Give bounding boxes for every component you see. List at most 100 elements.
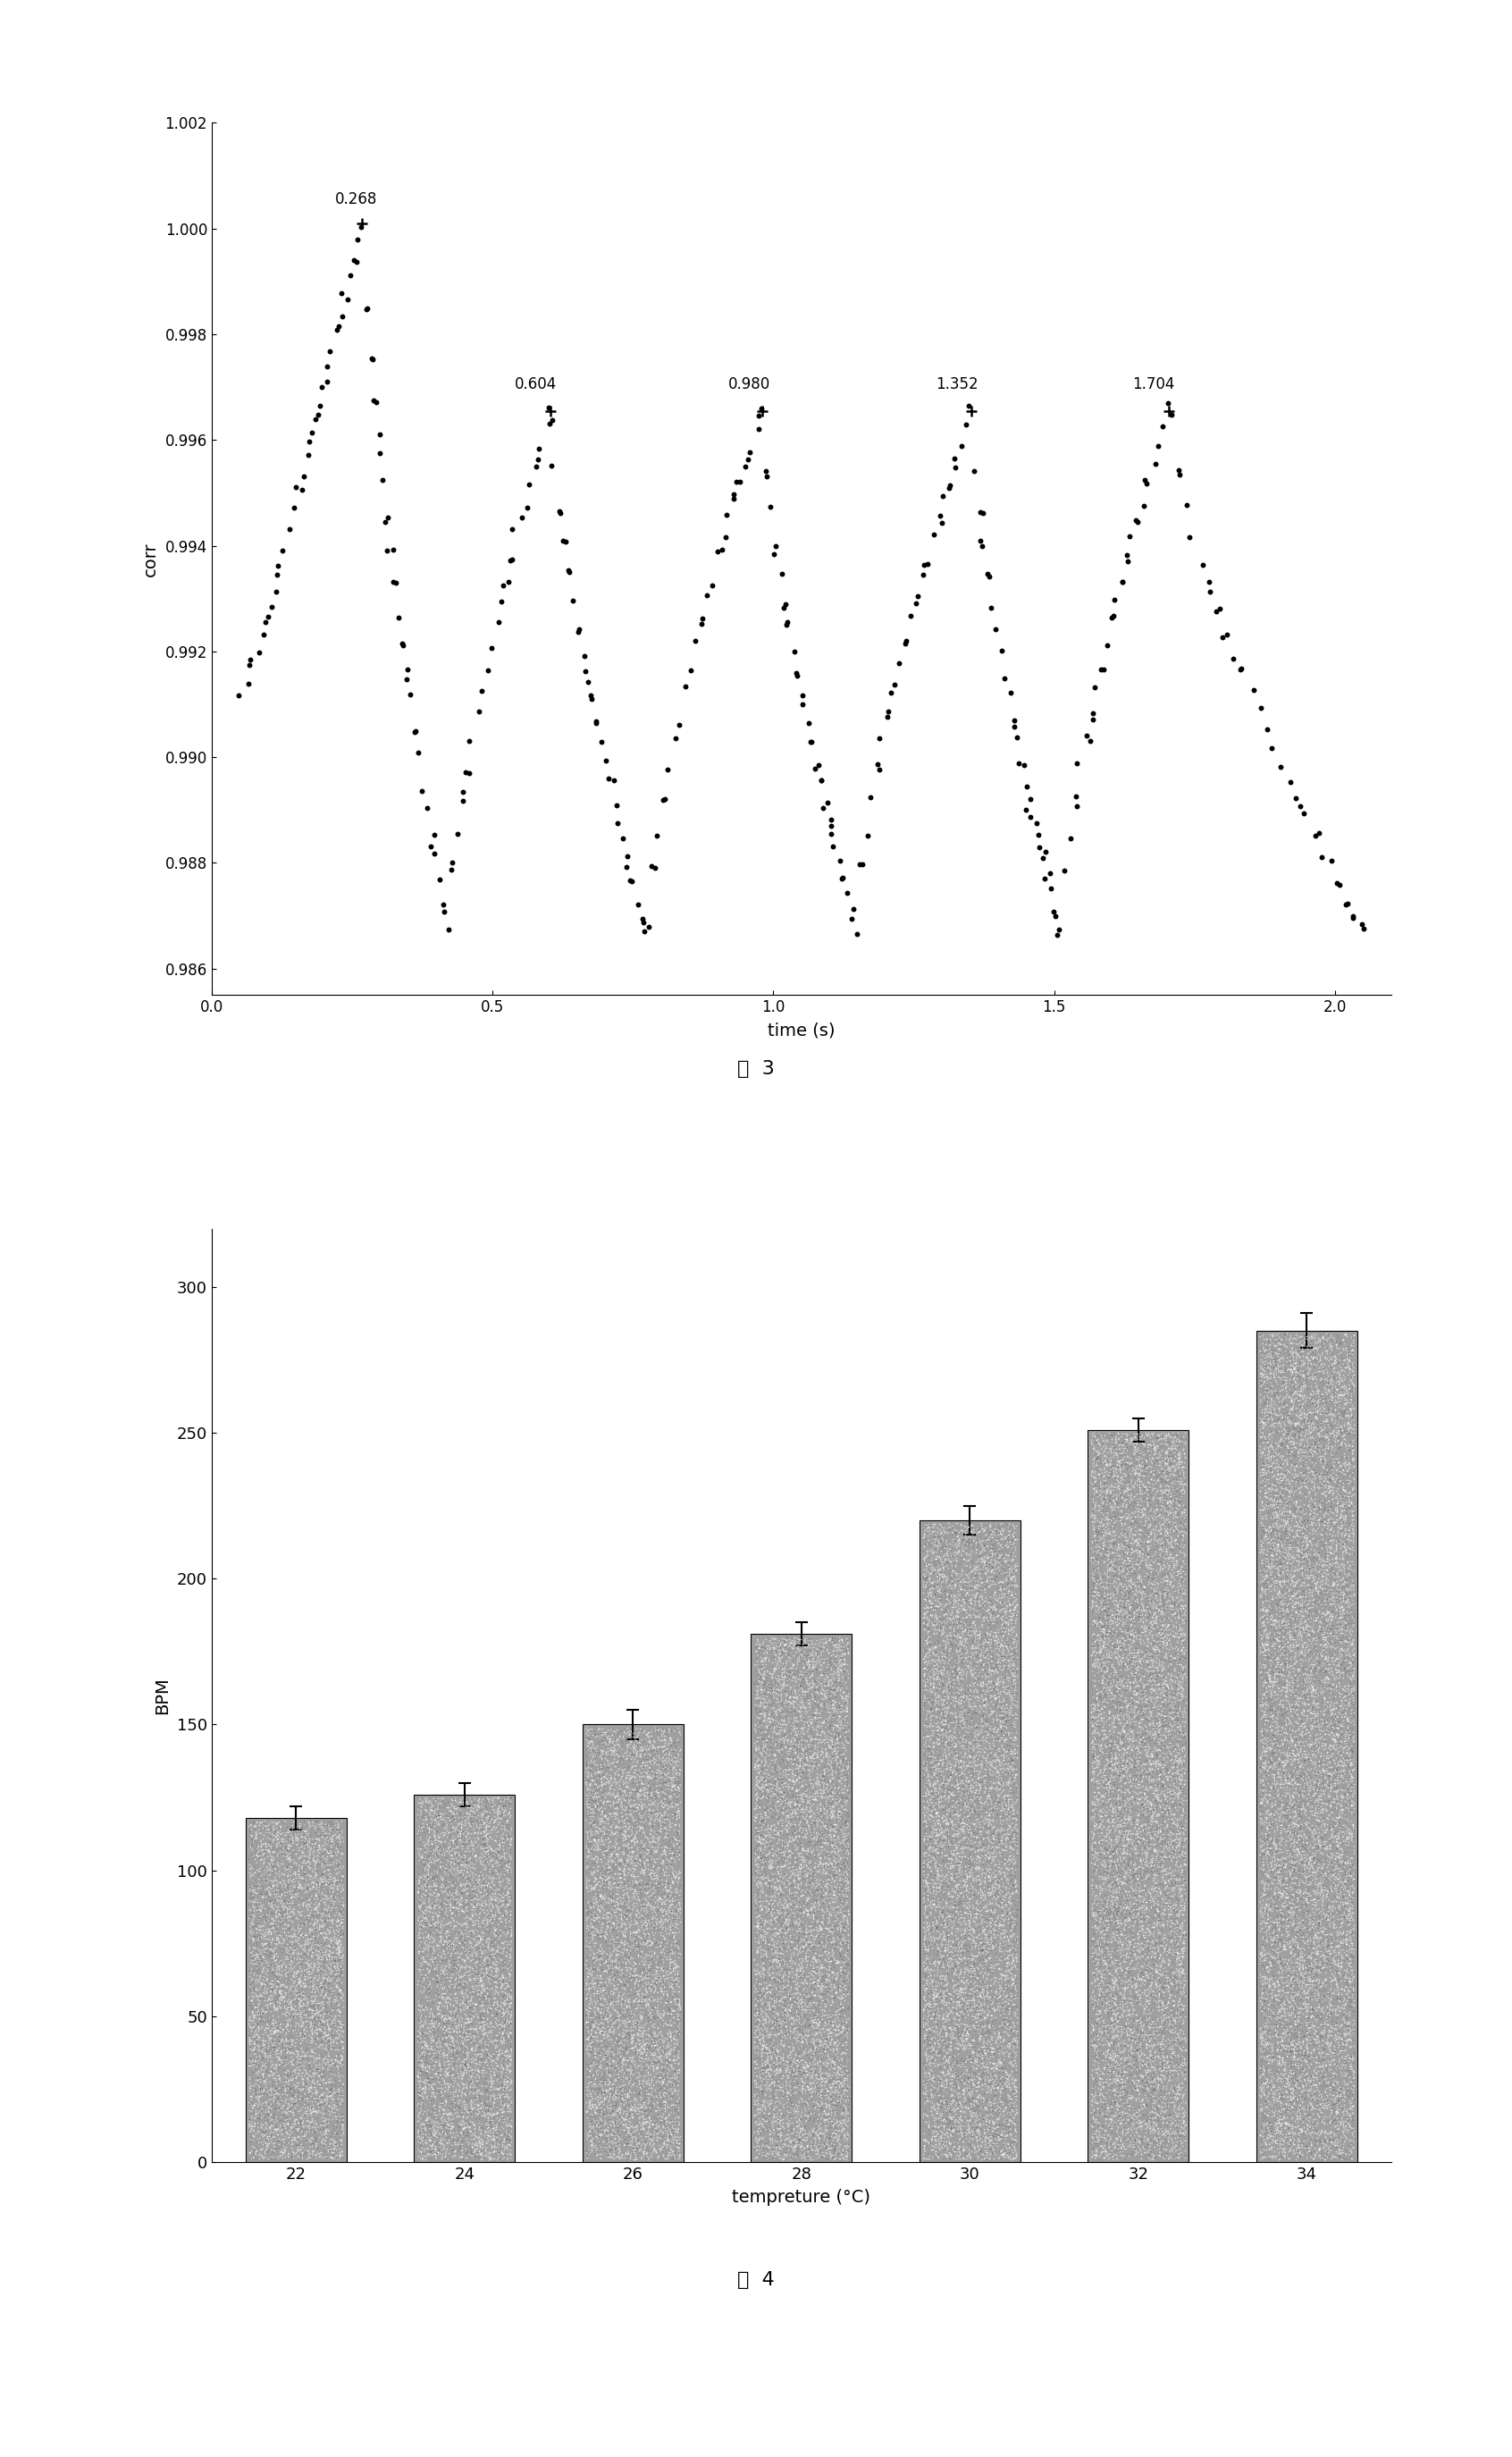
Point	[1252, 1631, 1276, 1671]
Point	[1136, 2069, 1160, 2108]
Point	[652, 1754, 676, 1794]
Point	[1311, 1963, 1335, 2002]
Point	[984, 2108, 1009, 2147]
Point	[1302, 1319, 1326, 1359]
Point	[1102, 2034, 1126, 2074]
Point	[980, 2000, 1004, 2039]
Point	[599, 1835, 623, 1875]
Point	[1305, 1875, 1329, 1914]
Point	[1151, 1983, 1175, 2022]
Point	[1263, 2108, 1287, 2147]
Point	[281, 1988, 305, 2027]
Point	[251, 2022, 275, 2061]
Point	[612, 1887, 637, 1926]
Point	[271, 2066, 295, 2106]
Point	[951, 1887, 975, 1926]
Point	[759, 1961, 783, 2000]
Point	[602, 2039, 626, 2079]
Point	[924, 1609, 948, 1649]
Point	[1284, 1484, 1308, 1523]
Point	[316, 2111, 340, 2150]
Point	[768, 2135, 792, 2174]
Point	[1308, 1420, 1332, 1459]
Point	[928, 2108, 953, 2147]
Point	[1143, 1978, 1167, 2017]
Point	[1172, 1464, 1196, 1504]
Point	[1001, 1941, 1025, 1980]
Point	[475, 1902, 499, 1941]
Point	[1092, 1887, 1116, 1926]
Point	[1160, 1509, 1184, 1548]
Point	[957, 1808, 981, 1848]
Point	[1154, 1867, 1178, 1907]
Point	[797, 1988, 821, 2027]
Point	[1131, 1536, 1155, 1575]
Point	[1270, 1644, 1294, 1683]
Point	[980, 2064, 1004, 2103]
Point	[637, 2125, 661, 2165]
Point	[308, 2064, 333, 2103]
Point	[251, 1961, 275, 2000]
Point	[635, 1936, 659, 1975]
Point	[661, 1862, 685, 1902]
Point	[1323, 1386, 1347, 1425]
Point	[251, 2020, 275, 2059]
Point	[579, 1889, 603, 1929]
Point	[265, 2106, 289, 2145]
Point	[1173, 1713, 1198, 1752]
Point	[1312, 1445, 1337, 1484]
Point	[951, 1963, 975, 2002]
Point	[1089, 2123, 1113, 2162]
Point	[1320, 1688, 1344, 1727]
Point	[463, 2111, 487, 2150]
Point	[950, 2025, 974, 2064]
Point	[1143, 2118, 1167, 2157]
Point	[420, 2049, 445, 2088]
Point	[640, 1902, 664, 1941]
Point	[1267, 1437, 1291, 1477]
Point	[744, 1850, 768, 1889]
Point	[803, 1794, 827, 1833]
Point	[327, 1860, 351, 1899]
Point	[1119, 1983, 1143, 2022]
Point	[1269, 1376, 1293, 1415]
Point	[1149, 1528, 1173, 1568]
Point	[927, 1995, 951, 2034]
Point	[1163, 1686, 1187, 1725]
Point	[1164, 1523, 1188, 1563]
Point	[420, 1818, 445, 1857]
Point	[1312, 1595, 1337, 1634]
Point	[1314, 1334, 1338, 1373]
Point	[1142, 1641, 1166, 1681]
Point	[417, 1885, 442, 1924]
Point	[308, 1926, 333, 1966]
Point	[1276, 2138, 1300, 2177]
Point	[581, 1781, 605, 1821]
Point	[449, 1838, 473, 1877]
Point	[461, 1929, 485, 1968]
Point	[494, 1966, 519, 2005]
Point	[466, 2071, 490, 2111]
Point	[1087, 1936, 1111, 1975]
Point	[606, 1779, 631, 1818]
Point	[759, 1978, 783, 2017]
Point	[934, 2130, 959, 2170]
Point	[1314, 1339, 1338, 1378]
Point	[242, 1811, 266, 1850]
Point	[463, 1924, 487, 1963]
Point	[1291, 2049, 1315, 2088]
Point	[1341, 2128, 1365, 2167]
Point	[1120, 1577, 1145, 1617]
Point	[762, 2135, 786, 2174]
Point	[776, 1929, 800, 1968]
Point	[1300, 1440, 1325, 1479]
Point	[924, 1740, 948, 1779]
Point	[1261, 1985, 1285, 2025]
Point	[1164, 1823, 1188, 1862]
Point	[302, 2066, 327, 2106]
Point	[576, 2076, 600, 2115]
Point	[253, 1941, 277, 1980]
Point	[826, 2042, 850, 2081]
Point	[647, 1862, 671, 1902]
Point	[1326, 1988, 1350, 2027]
